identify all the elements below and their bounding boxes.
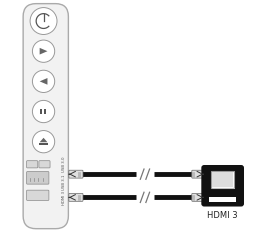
Text: HDMI 3: HDMI 3 [62, 191, 66, 204]
Circle shape [33, 101, 55, 123]
Bar [39, 144, 48, 145]
FancyBboxPatch shape [69, 194, 83, 201]
Text: USB 3.1: USB 3.1 [62, 174, 66, 189]
FancyBboxPatch shape [23, 5, 68, 229]
Text: HDMI 3: HDMI 3 [207, 210, 238, 219]
FancyBboxPatch shape [27, 190, 49, 201]
FancyBboxPatch shape [201, 165, 244, 207]
Bar [209, 197, 236, 202]
Bar [44, 109, 46, 115]
FancyBboxPatch shape [39, 161, 50, 168]
Bar [40, 109, 42, 115]
FancyBboxPatch shape [27, 161, 38, 168]
FancyBboxPatch shape [27, 172, 49, 184]
Polygon shape [40, 79, 47, 85]
FancyBboxPatch shape [69, 170, 83, 178]
Circle shape [30, 9, 57, 35]
Text: USB 3.0: USB 3.0 [62, 156, 66, 172]
Bar [212, 173, 233, 187]
Polygon shape [40, 138, 47, 143]
Polygon shape [40, 49, 47, 55]
FancyBboxPatch shape [192, 194, 204, 201]
Circle shape [33, 41, 55, 63]
Circle shape [33, 131, 55, 153]
FancyBboxPatch shape [192, 170, 204, 178]
Bar [211, 172, 234, 188]
Circle shape [33, 71, 55, 93]
